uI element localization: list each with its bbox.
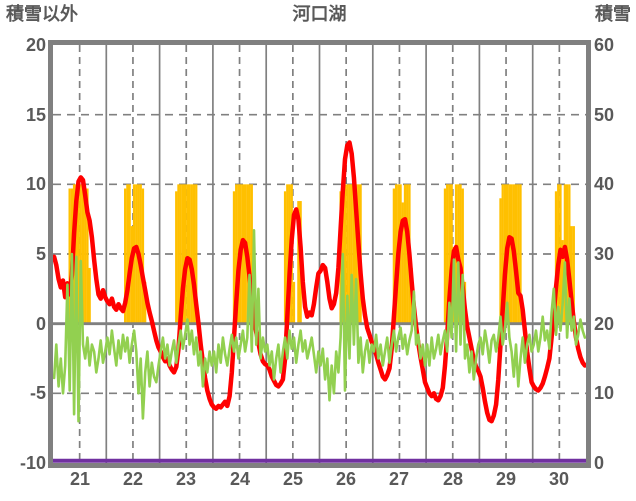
- axis-tick-label: 22: [122, 469, 144, 489]
- axis-tick-label: 27: [388, 469, 410, 489]
- axis-tick-label: 10: [25, 174, 46, 194]
- axis-tick-label: 30: [548, 469, 570, 489]
- axis-tick-label: 40: [594, 174, 615, 194]
- axis-tick-label: 5: [35, 244, 46, 264]
- right-axis-title: 積雪: [595, 4, 631, 24]
- axis-tick-label: 50: [594, 105, 615, 125]
- axis-tick-label: 21: [69, 469, 91, 489]
- chart-title: 河口湖: [292, 4, 347, 24]
- axis-tick-label: 23: [175, 469, 197, 489]
- axis-tick-label: -5: [29, 383, 46, 403]
- axis-tick-label: 60: [594, 35, 615, 55]
- left-axis-title: 積雪以外: [6, 4, 78, 24]
- axis-tick-label: 20: [25, 35, 46, 55]
- axis-tick-label: 0: [594, 453, 605, 473]
- axis-tick-label: 28: [442, 469, 464, 489]
- axis-tick-label: 10: [594, 383, 615, 403]
- axis-tick-label: 20: [594, 314, 615, 334]
- axis-tick-label: 24: [229, 469, 251, 489]
- axis-tick-label: 25: [282, 469, 304, 489]
- axis-tick-label: 29: [495, 469, 517, 489]
- axis-tick-label: 30: [594, 244, 615, 264]
- axis-tick-label: 26: [335, 469, 357, 489]
- axis-tick-label: -10: [19, 453, 46, 473]
- axis-tick-label: 0: [35, 314, 46, 334]
- axis-tick-label: 15: [25, 105, 46, 125]
